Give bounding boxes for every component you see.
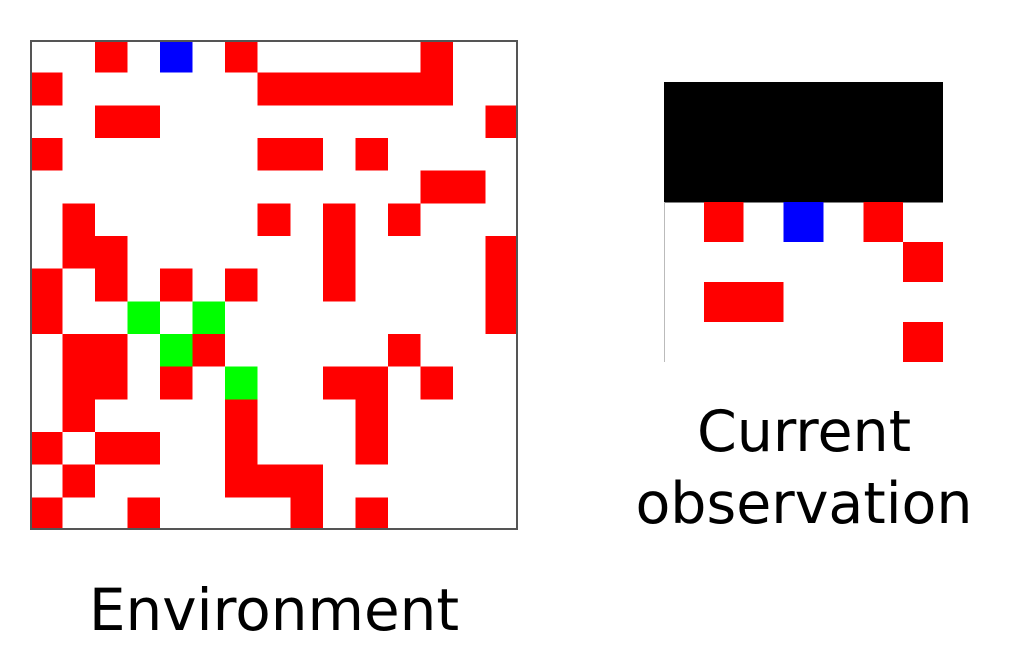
- environment-obstacle-cell: [62, 334, 96, 367]
- environment-obstacle-cell: [30, 432, 63, 465]
- environment-obstacle-cell: [95, 268, 128, 302]
- environment-obstacle-cell: [160, 366, 193, 400]
- environment-obstacle-cell: [62, 236, 96, 269]
- observation-obstacle-cell: [743, 282, 784, 322]
- environment-caption: Environment: [88, 576, 460, 644]
- environment-obstacle-cell: [322, 72, 356, 106]
- environment-obstacle-cell: [290, 138, 323, 171]
- environment-obstacle-cell: [225, 399, 258, 432]
- environment-grid: [30, 40, 518, 530]
- environment-obstacle-cell: [225, 268, 258, 302]
- environment-agent-cell: [160, 40, 193, 73]
- environment-obstacle-cell: [160, 268, 193, 302]
- observation-unobserved-region: [664, 82, 943, 203]
- environment-obstacle-cell: [225, 40, 258, 73]
- environment-obstacle-cell: [127, 497, 161, 530]
- environment-obstacle-cell: [95, 334, 128, 367]
- environment-obstacle-cell: [355, 432, 388, 465]
- environment-obstacle-cell: [322, 236, 356, 269]
- observation-agent-cell: [783, 202, 824, 242]
- environment-obstacle-cell: [290, 464, 323, 498]
- environment-obstacle-cell: [322, 203, 356, 236]
- observation-caption-line1: Current: [696, 399, 912, 465]
- environment-obstacle-cell: [387, 334, 421, 367]
- observation-obstacle-cell: [703, 202, 744, 242]
- environment-obstacle-cell: [30, 301, 63, 334]
- environment-obstacle-cell: [322, 268, 356, 302]
- environment-obstacle-cell: [290, 497, 323, 530]
- observation-caption-line2: observation: [635, 471, 973, 537]
- environment-obstacle-cell: [30, 268, 63, 302]
- environment-obstacle-cell: [62, 464, 96, 498]
- environment-obstacle-cell: [355, 366, 388, 400]
- environment-obstacle-cell: [62, 203, 96, 236]
- environment-obstacle-cell: [420, 72, 453, 106]
- environment-obstacle-cell: [95, 236, 128, 269]
- environment-obstacle-cell: [290, 72, 323, 106]
- environment-obstacle-cell: [355, 138, 388, 171]
- environment-obstacle-cell: [257, 464, 291, 498]
- environment-obstacle-cell: [95, 366, 128, 400]
- environment-obstacle-cell: [322, 366, 356, 400]
- environment-obstacle-cell: [420, 366, 453, 400]
- environment-obstacle-cell: [62, 399, 96, 432]
- observation-obstacle-cell: [863, 202, 904, 242]
- environment-goal-cell: [127, 301, 161, 334]
- environment-obstacle-cell: [452, 170, 486, 204]
- environment-obstacle-cell: [192, 334, 226, 367]
- environment-obstacle-cell: [257, 72, 291, 106]
- environment-obstacle-cell: [62, 366, 96, 400]
- environment-obstacle-cell: [485, 105, 518, 138]
- observation-panel: [664, 82, 943, 362]
- environment-obstacle-cell: [225, 464, 258, 498]
- environment-obstacle-cell: [257, 203, 291, 236]
- environment-goal-cell: [192, 301, 226, 334]
- environment-obstacle-cell: [225, 432, 258, 465]
- environment-obstacle-cell: [30, 72, 63, 106]
- observation-caption: Current observation: [604, 396, 1004, 540]
- environment-frame: [30, 40, 518, 530]
- environment-obstacle-cell: [30, 138, 63, 171]
- environment-obstacle-cell: [485, 268, 518, 302]
- environment-panel: [30, 40, 518, 530]
- environment-obstacle-cell: [95, 432, 128, 465]
- environment-obstacle-cell: [355, 399, 388, 432]
- environment-obstacle-cell: [387, 203, 421, 236]
- environment-goal-cell: [160, 334, 193, 367]
- environment-obstacle-cell: [95, 105, 128, 138]
- environment-obstacle-cell: [30, 497, 63, 530]
- environment-obstacle-cell: [420, 170, 453, 204]
- environment-obstacle-cell: [257, 138, 291, 171]
- environment-obstacle-cell: [127, 105, 161, 138]
- environment-goal-cell: [225, 366, 258, 400]
- environment-obstacle-cell: [420, 40, 453, 73]
- observation-obstacle-cell: [703, 282, 744, 322]
- environment-obstacle-cell: [95, 40, 128, 73]
- environment-obstacle-cell: [485, 301, 518, 334]
- environment-obstacle-cell: [485, 236, 518, 269]
- environment-obstacle-cell: [355, 497, 388, 530]
- environment-obstacle-cell: [127, 432, 161, 465]
- observation-grid: [664, 82, 943, 362]
- environment-obstacle-cell: [387, 72, 421, 106]
- observation-obstacle-cell: [903, 242, 943, 282]
- observation-obstacle-cell: [903, 322, 943, 362]
- environment-obstacle-cell: [355, 72, 388, 106]
